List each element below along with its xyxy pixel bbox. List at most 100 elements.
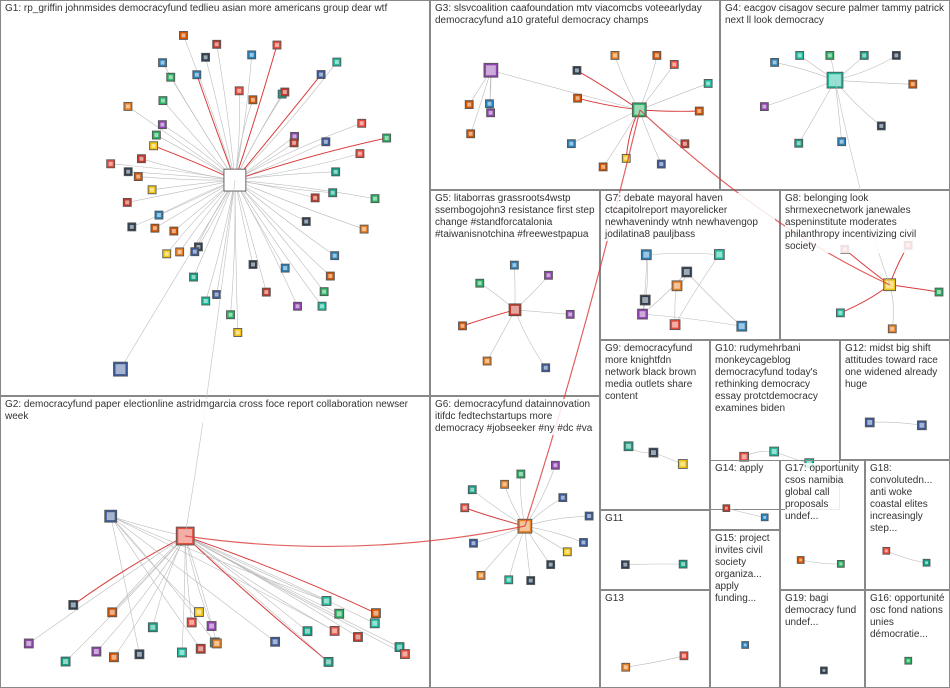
graph-edge: [515, 310, 546, 368]
graph-edge: [235, 172, 336, 180]
graph-edge: [515, 310, 570, 315]
graph-edge: [155, 180, 235, 228]
graph-edge: [235, 180, 364, 229]
panel-g9: G9: democracyfund more knightfdn network…: [600, 340, 710, 510]
graph-edge: [194, 180, 235, 277]
panel-g11: G11: [600, 510, 710, 590]
graph-edge: [206, 57, 235, 180]
panel-graph: [1, 1, 429, 395]
panel-graph: [601, 341, 709, 509]
graph-edge: [185, 536, 328, 662]
graph-edge: [525, 465, 556, 526]
graph-edge: [463, 310, 515, 326]
panel-graph: [781, 461, 864, 589]
graph-edge: [835, 80, 842, 142]
graph-edge: [472, 490, 525, 526]
panel-g3: G3: slsvcoalition caafoundation mtv viac…: [430, 0, 720, 190]
panel-graph: [601, 511, 709, 589]
panel-graph: [711, 531, 779, 687]
panel-graph: [866, 461, 949, 589]
graph-edge: [801, 560, 841, 564]
graph-edge: [520, 474, 524, 526]
panel-g19: G19: bagi democracy fund undef...: [780, 590, 865, 688]
graph-edge: [235, 180, 333, 193]
graph-edge: [642, 314, 741, 326]
panel-g7: G7: debate mayoral haven ctcapitolreport…: [600, 190, 780, 340]
graph-edge: [114, 536, 185, 657]
graph-edge: [890, 285, 894, 329]
graph-edge: [235, 180, 298, 306]
graph-edge: [487, 310, 515, 361]
graph-edge: [185, 536, 375, 623]
graph-edge: [163, 101, 235, 180]
graph-edge: [29, 536, 185, 643]
graph-edge: [185, 536, 399, 647]
panel-g8: G8: belonging look shrmexecnetwork janew…: [780, 190, 950, 340]
graph-edge: [639, 55, 657, 109]
graph-edge: [491, 70, 639, 110]
graph-edge: [775, 62, 835, 80]
graph-edge: [111, 516, 185, 536]
graph-edge: [154, 146, 235, 180]
graph-edge: [687, 272, 742, 326]
graph-edge: [138, 177, 235, 181]
panel-g14: G14: apply: [710, 460, 780, 530]
graph-edge: [156, 135, 235, 180]
graph-edge: [835, 80, 913, 84]
panel-graph: [431, 397, 599, 687]
panel-g2: G2: democracyfund paper electionline ast…: [0, 396, 430, 688]
graph-edge: [675, 286, 677, 325]
graph-edge: [646, 253, 719, 254]
graph-edge: [870, 422, 922, 425]
graph-edge: [111, 516, 335, 631]
panel-g4: G4: eacgov cisagov secure palmer tammy p…: [720, 0, 950, 190]
graph-edge: [185, 536, 191, 622]
panel-graph: [601, 591, 709, 687]
panel-g15: G15: project invites civil society organ…: [710, 530, 780, 688]
graph-edge: [182, 536, 185, 652]
graph-edge: [642, 272, 686, 314]
panel-g6: G6: democracyfund datainnovation itifdc …: [430, 396, 600, 688]
graph-edge: [206, 180, 235, 301]
graph-edge: [235, 100, 253, 180]
graph-edge: [845, 249, 890, 284]
panel-g5: G5: litaborras grassroots4wstp ssembogoj…: [430, 190, 600, 396]
graph-edge: [185, 536, 376, 613]
graph-edge: [235, 45, 277, 180]
graph-edge: [509, 526, 525, 580]
graph-edge: [639, 110, 661, 164]
graph-edge: [235, 138, 387, 180]
panel-g12: G12: midst big shift attitudes toward ra…: [840, 340, 950, 460]
graph-edge: [120, 180, 234, 369]
graph-edge: [764, 80, 835, 106]
graph-edge: [185, 536, 339, 614]
panel-graph: [721, 1, 949, 189]
graph-edge: [235, 180, 375, 199]
panel-graph: [431, 1, 719, 189]
graph-edge: [840, 285, 889, 313]
panel-graph: [431, 191, 599, 395]
panel-graph: [711, 461, 779, 529]
graph-edge: [481, 526, 525, 575]
graph-edge: [235, 180, 315, 198]
panel-g13: G13: [600, 590, 710, 688]
graph-edge: [465, 508, 525, 526]
graph-edge: [185, 536, 326, 601]
graph-edge: [626, 656, 684, 667]
graph-edge: [132, 180, 235, 227]
graph-edge: [639, 110, 699, 111]
panel-graph: [781, 191, 949, 339]
graph-edge: [577, 70, 639, 109]
panel-graph: [601, 191, 779, 339]
panel-graph: [781, 591, 864, 687]
panel-g17: G17: opportunity csos namibia global cal…: [780, 460, 865, 590]
graph-edge: [890, 285, 939, 292]
graph-edge: [185, 536, 334, 631]
panel-g16: G16: opportunité osc fond nations unies …: [865, 590, 950, 688]
graph-edge: [625, 564, 683, 565]
panel-g1: G1: rp_griffin johnmsides democracyfund …: [0, 0, 430, 396]
graph-edge: [111, 516, 327, 601]
graph-edge: [128, 106, 235, 180]
graph-edge: [96, 536, 185, 652]
panel-graph: [866, 591, 949, 687]
